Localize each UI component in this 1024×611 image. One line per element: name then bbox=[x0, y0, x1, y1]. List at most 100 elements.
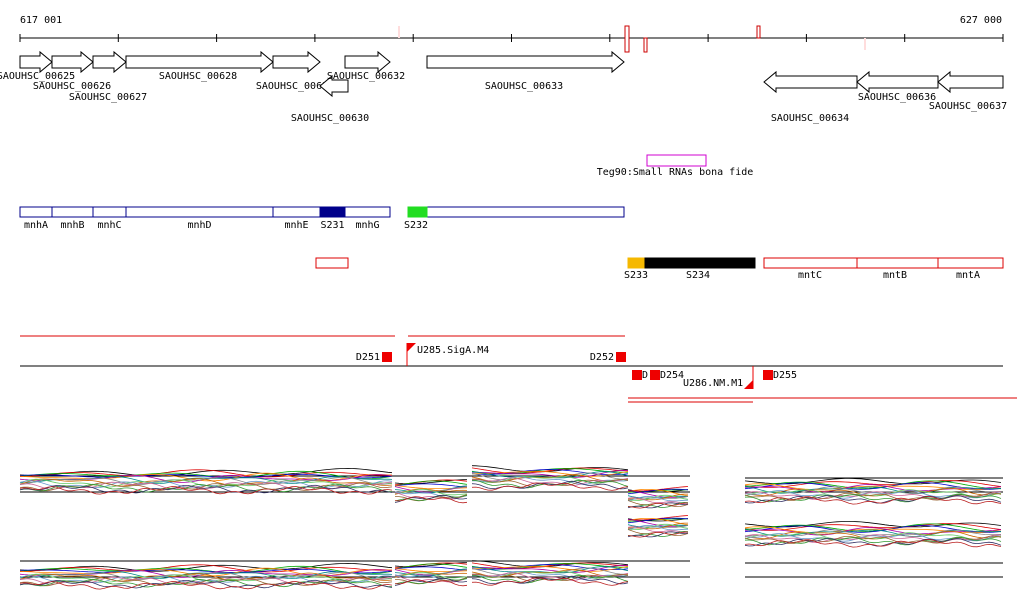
expression-line bbox=[627, 494, 689, 502]
gene-arrow bbox=[763, 70, 858, 94]
feature-label: U285.SigA.M4 bbox=[417, 345, 489, 356]
gene-arrow bbox=[937, 70, 1004, 94]
operon-label: mnhG bbox=[355, 220, 379, 231]
expression-line bbox=[744, 495, 1002, 505]
expression-line bbox=[19, 484, 393, 494]
gene-label: SAOUHSC_00629 bbox=[256, 81, 334, 92]
expression-line bbox=[394, 492, 468, 500]
expression-line bbox=[394, 575, 468, 583]
expression-line bbox=[744, 538, 1002, 547]
feature-label: D251 bbox=[356, 352, 380, 363]
operon-label: mnhD bbox=[187, 220, 211, 231]
operon-box bbox=[51, 206, 94, 218]
expression-line bbox=[471, 564, 629, 570]
expression-line bbox=[471, 562, 629, 569]
expression-line bbox=[19, 565, 393, 575]
gene-label: SAOUHSC_00632 bbox=[327, 71, 405, 82]
gene-arrow bbox=[19, 50, 53, 74]
operon-label: mnhA bbox=[24, 220, 48, 231]
expression-line bbox=[19, 486, 393, 495]
segment-box bbox=[627, 257, 646, 269]
promoter bbox=[407, 343, 416, 352]
expression-line bbox=[394, 571, 468, 579]
expression-line bbox=[471, 560, 629, 568]
expression-line bbox=[394, 563, 468, 570]
gene-label: SAOUHSC_00625 bbox=[0, 71, 75, 82]
expression-line bbox=[394, 496, 468, 504]
gene-arrow bbox=[426, 50, 625, 74]
operon-box bbox=[344, 206, 391, 218]
expression-line bbox=[394, 579, 468, 587]
expression-line bbox=[744, 484, 1002, 493]
operon-box bbox=[319, 206, 346, 218]
marker bbox=[864, 38, 866, 50]
gene-arrow bbox=[51, 50, 94, 74]
expression-line bbox=[19, 470, 393, 480]
expression-tracks bbox=[19, 465, 1003, 590]
expression-line bbox=[471, 572, 629, 581]
expression-line bbox=[394, 488, 468, 495]
srna-box bbox=[646, 154, 707, 167]
gene-arrow bbox=[319, 74, 349, 98]
marker bbox=[643, 37, 648, 53]
gene-label: SAOUHSC_00630 bbox=[291, 113, 369, 124]
segment-label: S233 bbox=[624, 270, 648, 281]
expression-line bbox=[744, 531, 1002, 540]
feature-label: D255 bbox=[773, 370, 797, 381]
expression-line bbox=[19, 564, 393, 573]
segment-label: mntB bbox=[883, 270, 907, 281]
expression-line bbox=[627, 531, 688, 538]
expression-line bbox=[627, 502, 688, 509]
segment-box bbox=[763, 257, 858, 269]
term-box bbox=[763, 370, 773, 380]
expression-line bbox=[627, 531, 689, 538]
segment-label: mntC bbox=[798, 270, 822, 281]
expression-line bbox=[744, 495, 1002, 504]
expression-line bbox=[627, 522, 688, 530]
expression-line bbox=[627, 518, 689, 526]
expression-line bbox=[744, 535, 1002, 544]
transcript-track: D251 U285.SigA.M4 D252 D D254 U286.NM.M1… bbox=[20, 335, 1017, 403]
expression-line bbox=[19, 469, 393, 478]
expression-line bbox=[471, 564, 629, 573]
expression-line bbox=[19, 578, 393, 588]
expression-line bbox=[394, 483, 468, 488]
feature-label: D bbox=[642, 370, 648, 381]
expression-line bbox=[471, 480, 629, 490]
expression-line bbox=[627, 488, 689, 497]
operon-label: mnhB bbox=[60, 220, 84, 231]
expression-line bbox=[627, 493, 688, 501]
expression-line bbox=[19, 562, 393, 572]
expression-line bbox=[19, 473, 393, 479]
expression-line bbox=[394, 488, 468, 496]
segment-track: S233 S234 mntC mntB mntA bbox=[315, 257, 1004, 281]
expression-line bbox=[471, 469, 629, 478]
operon-box bbox=[272, 206, 321, 218]
term-box bbox=[650, 370, 660, 380]
operon-box bbox=[19, 206, 53, 218]
operon-box bbox=[92, 206, 127, 218]
expression-line bbox=[744, 480, 1001, 490]
operon-label: mnhC bbox=[97, 220, 121, 231]
ruler-ticks bbox=[19, 34, 1004, 42]
feature-label: D254 bbox=[660, 370, 684, 381]
expression-line bbox=[471, 482, 629, 491]
segment-box bbox=[315, 257, 349, 269]
gene-label: SAOUHSC_00637 bbox=[929, 101, 1007, 112]
expression-line bbox=[471, 467, 629, 474]
expression-line bbox=[744, 538, 1002, 548]
ruler-end: 627 000 bbox=[960, 15, 1002, 26]
expression-line bbox=[394, 480, 468, 487]
operon-track: mnhA mnhB mnhC mnhD mnhE S231 mnhG S232 bbox=[19, 206, 625, 231]
term-box bbox=[616, 352, 626, 362]
expression-line bbox=[19, 467, 393, 477]
marker bbox=[624, 25, 630, 53]
feature-label: D252 bbox=[590, 352, 614, 363]
gene-arrow bbox=[344, 50, 391, 74]
expression-line bbox=[744, 492, 1002, 502]
expression-line bbox=[19, 477, 393, 487]
expression-line bbox=[471, 469, 629, 476]
promoter bbox=[744, 380, 753, 389]
